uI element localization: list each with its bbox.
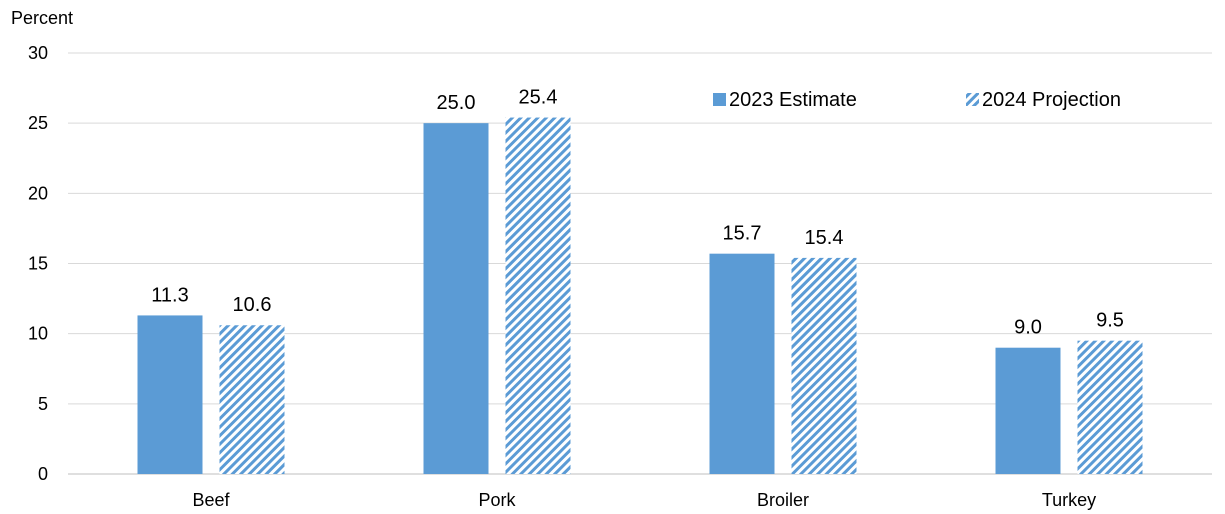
legend-swatch-2024-projection xyxy=(966,93,979,106)
data-label: 9.0 xyxy=(1014,317,1042,339)
y-tick-label: 25 xyxy=(28,113,48,133)
legend-swatch-2023-estimate xyxy=(713,93,726,106)
x-tick-label-pork: Pork xyxy=(478,490,516,510)
data-label: 25.4 xyxy=(519,87,558,109)
data-label: 9.5 xyxy=(1096,310,1124,332)
legend-label-2024-projection: 2024 Projection xyxy=(982,89,1121,111)
x-tick-label-beef: Beef xyxy=(192,490,230,510)
bar-2024-projection-pork xyxy=(505,117,571,474)
bar-2023-estimate-beef xyxy=(137,315,203,474)
x-tick-label-turkey: Turkey xyxy=(1042,490,1096,510)
bar-2023-estimate-turkey xyxy=(995,347,1061,474)
y-tick-label: 10 xyxy=(28,324,48,344)
legend-label-2023-estimate: 2023 Estimate xyxy=(729,89,857,111)
y-tick-label: 5 xyxy=(38,394,48,414)
y-axis-label: Percent xyxy=(11,8,73,28)
y-tick-label: 30 xyxy=(28,43,48,63)
bar-2023-estimate-broiler xyxy=(709,253,775,474)
data-label: 25.0 xyxy=(437,92,476,114)
data-label: 11.3 xyxy=(151,284,188,306)
x-tick-label-broiler: Broiler xyxy=(757,490,809,510)
y-tick-label: 20 xyxy=(28,183,48,203)
bar-2024-projection-beef xyxy=(219,325,285,474)
bar-2024-projection-turkey xyxy=(1077,340,1143,474)
bar-2023-estimate-pork xyxy=(423,123,489,475)
data-label: 15.7 xyxy=(723,223,762,245)
y-tick-label: 15 xyxy=(28,254,48,274)
y-tick-label: 0 xyxy=(38,464,48,484)
data-label: 15.4 xyxy=(805,227,844,249)
data-label: 10.6 xyxy=(233,294,272,316)
bar-2024-projection-broiler xyxy=(791,257,857,474)
